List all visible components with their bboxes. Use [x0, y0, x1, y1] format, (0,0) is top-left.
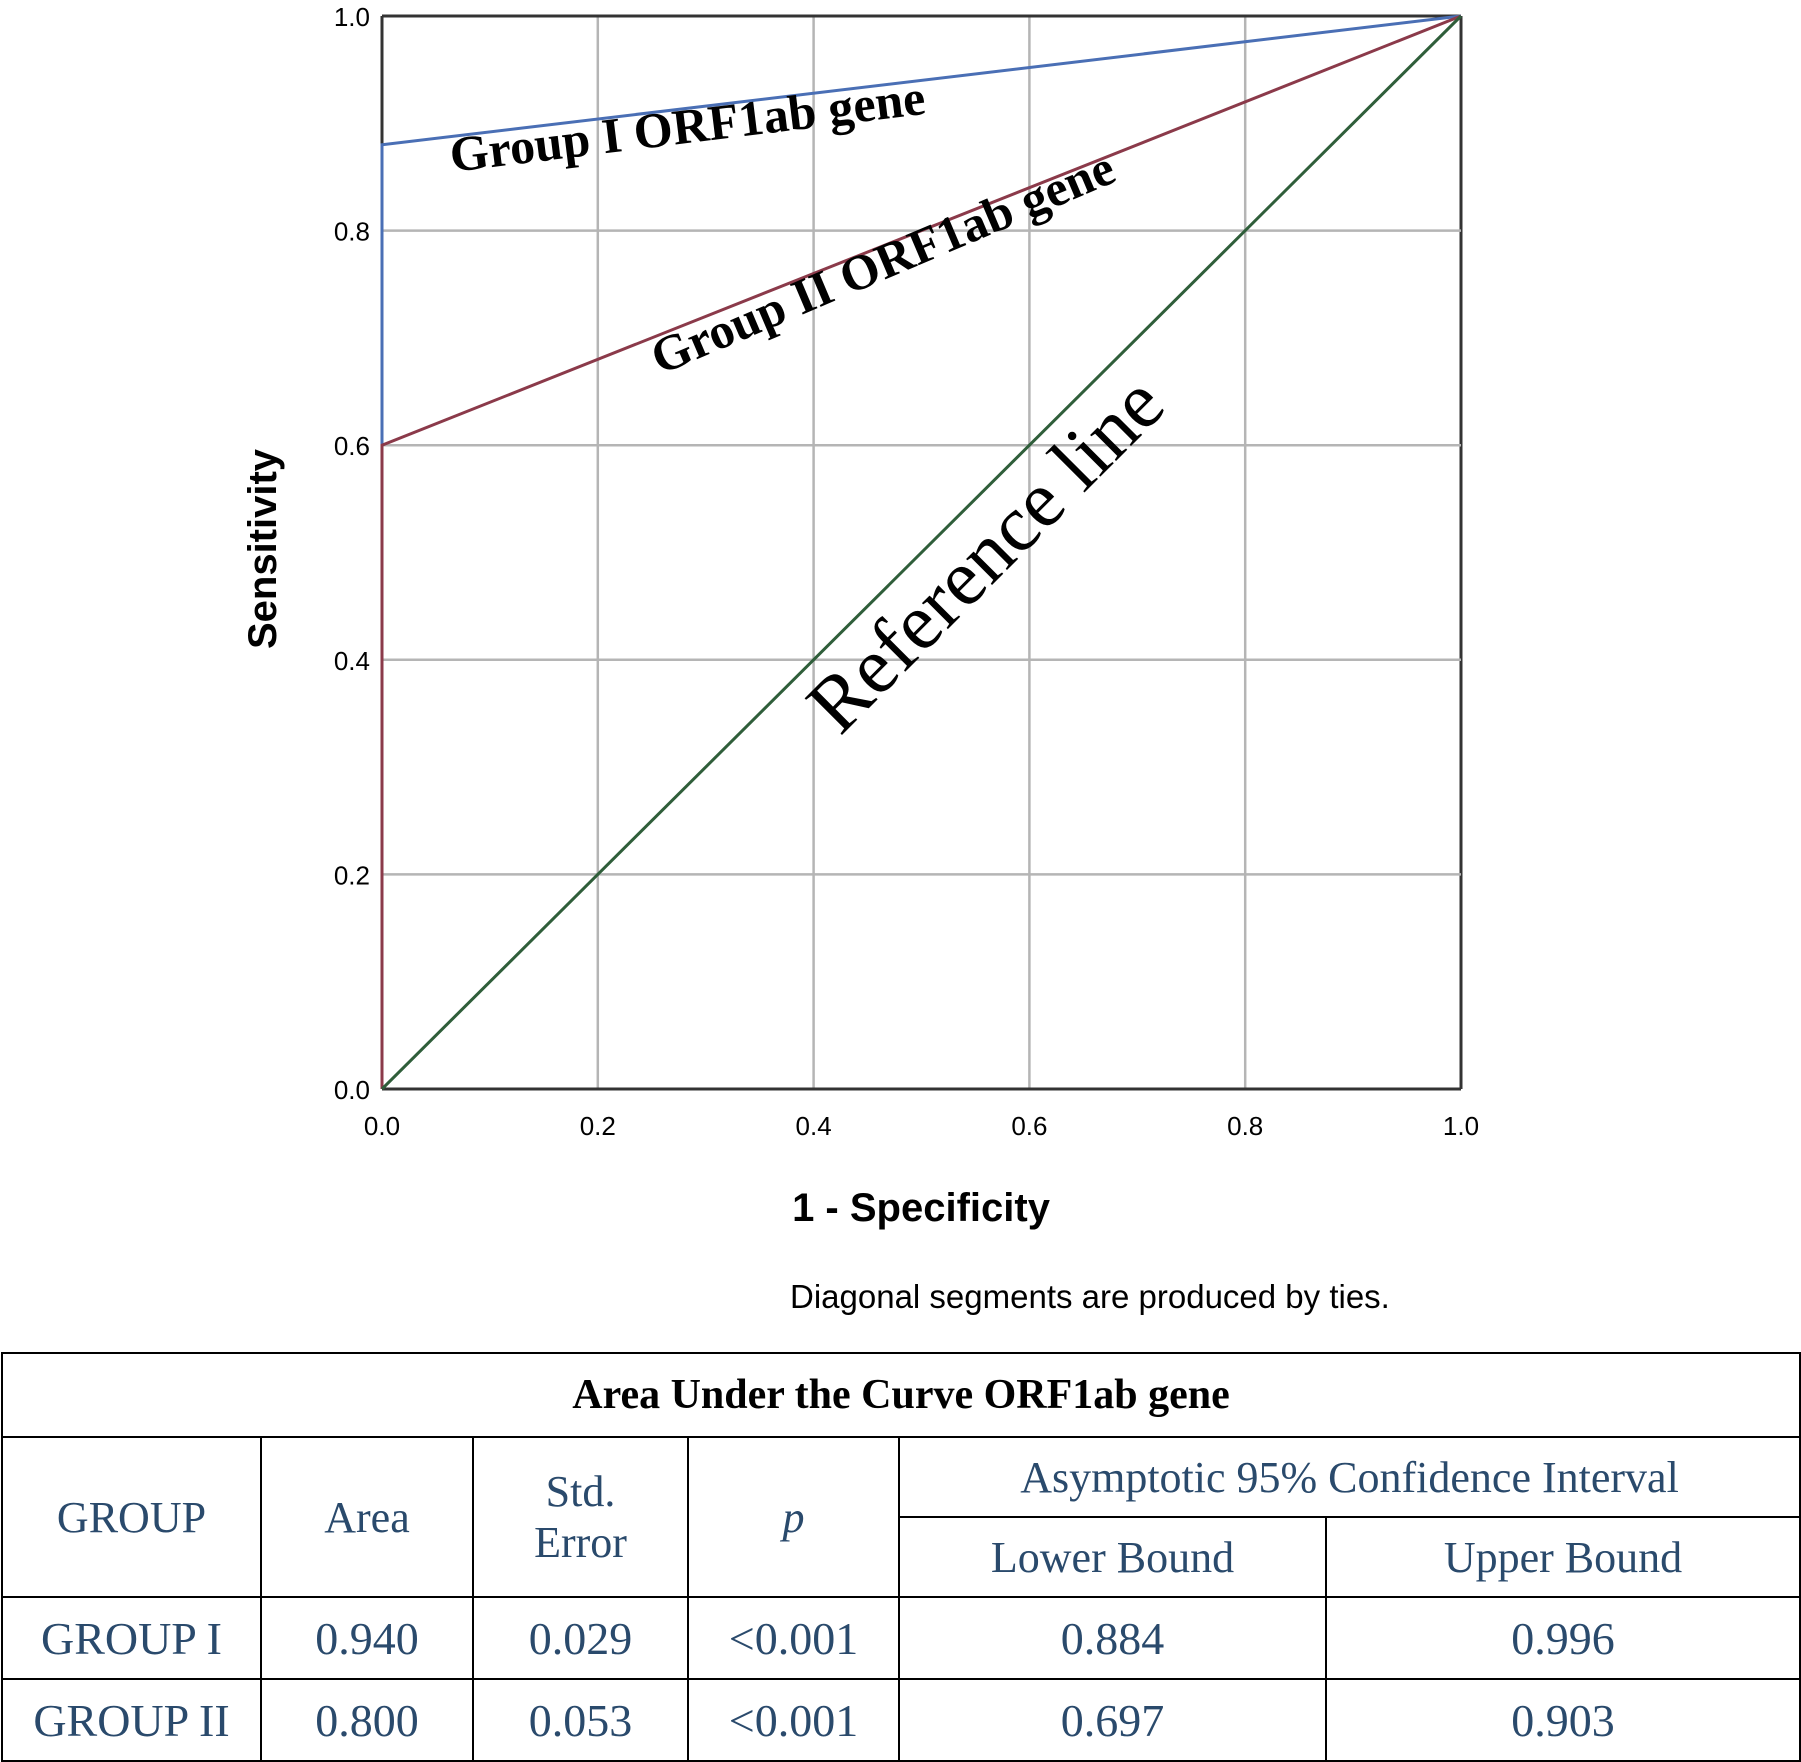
roc-curve-group-2	[380, 14, 1462, 1089]
roc-chart: 0.0 0.2 0.4 0.6 0.8 1.0 0.0 0.2 0.4 0.6 0.8 1.0 Gr…	[241, 2, 1479, 1315]
series-label-group-2: Group II ORF1ab gene	[642, 139, 1122, 385]
header-std-error: Std. Error	[472, 1436, 689, 1598]
x-tick-label: 1.0	[1443, 1111, 1479, 1141]
y-tick-label: 0.6	[334, 431, 370, 461]
table-row: GROUP I 0.940 0.029 <0.001 0.884 0.996	[1, 1596, 1801, 1680]
x-tick-label: 0.8	[1227, 1111, 1263, 1141]
header-area: Area	[260, 1436, 474, 1598]
cell-std-error: 0.029	[472, 1596, 689, 1680]
x-tick-label: 0.6	[1011, 1111, 1047, 1141]
reference-line	[380, 14, 1463, 1091]
y-tick-label: 0.2	[334, 860, 370, 890]
cell-upper-bound: 0.996	[1324, 1596, 1801, 1680]
cell-std-error: 0.053	[472, 1678, 689, 1762]
cell-upper-bound: 0.903	[1324, 1678, 1801, 1762]
x-tick-label: 0.2	[580, 1111, 616, 1141]
series-label-group-1: Group I ORF1ab gene	[447, 69, 929, 183]
y-tick-label: 0.8	[334, 217, 370, 247]
table-header-row: GROUP Area Std. Error p Asymptotic 95% C…	[1, 1436, 1801, 1598]
cell-p: <0.001	[687, 1678, 900, 1762]
table-title: Area Under the Curve ORF1ab gene	[0, 1352, 1801, 1438]
auc-table: Area Under the Curve ORF1ab gene GROUP A…	[0, 1352, 1801, 1762]
cell-group: GROUP I	[1, 1596, 262, 1680]
series-label-reference: Reference line	[791, 359, 1181, 749]
roc-curves	[380, 14, 1463, 1091]
cell-lower-bound: 0.884	[898, 1596, 1327, 1680]
chart-footnote: Diagonal segments are produced by ties.	[790, 1278, 1390, 1315]
header-p: p	[687, 1436, 900, 1598]
x-tick-label: 0.0	[364, 1111, 400, 1141]
header-upper-bound: Upper Bound	[1324, 1516, 1801, 1598]
header-std-error-line2: Error	[534, 1518, 627, 1567]
header-lower-bound: Lower Bound	[898, 1516, 1327, 1598]
y-tick-label: 0.4	[334, 646, 370, 676]
cell-group: GROUP II	[1, 1678, 262, 1762]
cell-p: <0.001	[687, 1596, 900, 1680]
x-tick-labels: 0.0 0.2 0.4 0.6 0.8 1.0	[364, 1111, 1479, 1141]
y-tick-label: 0.0	[334, 1075, 370, 1105]
y-tick-labels: 0.0 0.2 0.4 0.6 0.8 1.0	[334, 2, 370, 1105]
cell-area: 0.800	[260, 1678, 474, 1762]
grid-lines	[380, 14, 1463, 1091]
table-row: GROUP II 0.800 0.053 <0.001 0.697 0.903	[1, 1678, 1801, 1762]
header-group: GROUP	[1, 1436, 262, 1598]
cell-lower-bound: 0.697	[898, 1678, 1327, 1762]
y-axis-title: Sensitivity	[241, 448, 285, 649]
table-subheader-row: Lower Bound Upper Bound	[2, 1516, 1801, 1598]
cell-area: 0.940	[260, 1596, 474, 1680]
table-title-row: Area Under the Curve ORF1ab gene	[0, 1352, 1801, 1438]
header-std-error-line1: Std.	[545, 1467, 616, 1516]
header-ci: Asymptotic 95% Confidence Interval	[897, 1436, 1801, 1518]
x-tick-label: 0.4	[796, 1111, 832, 1141]
x-axis-title: 1 - Specificity	[792, 1186, 1051, 1230]
y-tick-label: 1.0	[334, 2, 370, 32]
